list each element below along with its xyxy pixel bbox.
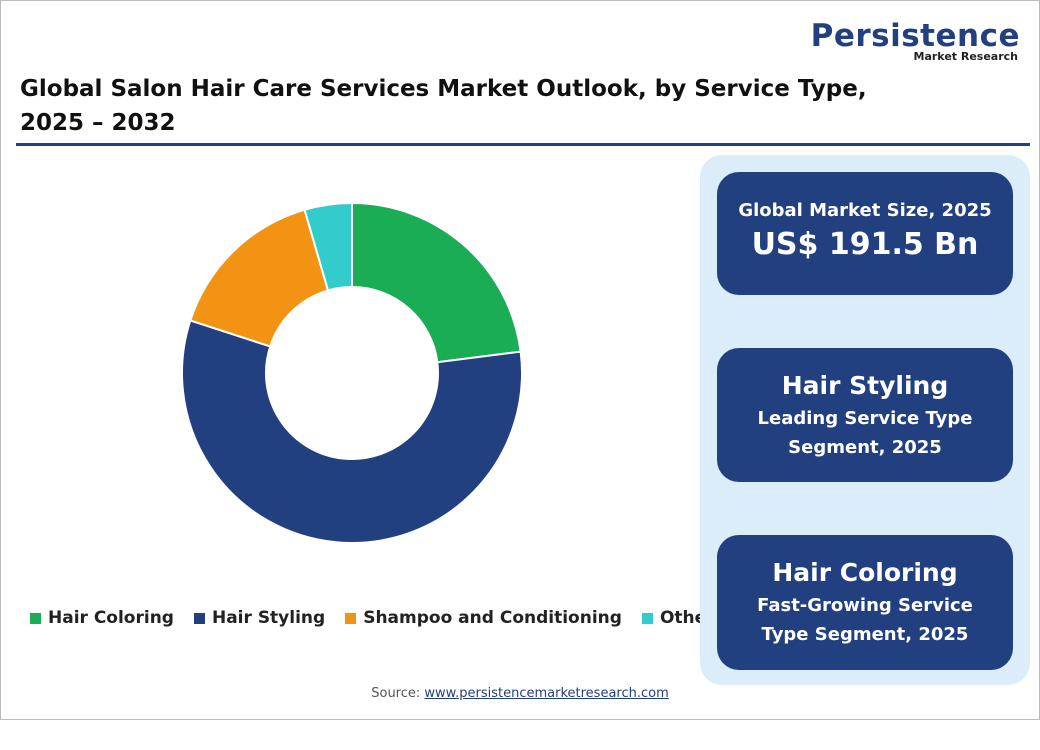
card-text: Segment, 2025 <box>788 437 942 458</box>
source-prefix: Source: <box>371 686 421 701</box>
divider <box>16 143 1030 146</box>
legend: Hair Coloring Hair Styling Shampoo and Con… <box>30 608 725 628</box>
legend-swatch <box>193 612 205 624</box>
card-text: Leading Service Type <box>757 408 973 429</box>
page: {"header": {"title": ["Global Salon Hair… <box>0 0 1040 720</box>
legend-label: Shampoo and Conditioning <box>363 608 622 628</box>
legend-item: Shampoo and Conditioning <box>345 608 622 628</box>
chart <box>181 201 523 544</box>
legend-item: Hair Coloring <box>30 608 174 628</box>
card-label: Hair Coloring <box>772 558 958 587</box>
legend-label: Hair Styling <box>211 608 326 628</box>
legend-swatch <box>641 612 653 624</box>
donut-slice <box>303 201 353 292</box>
source: Source: www.persistencemarketresearch.co… <box>0 686 1040 701</box>
donut-slice <box>351 201 522 364</box>
legend-label: Hair Coloring <box>48 608 174 628</box>
title: Global Salon Hair Care Services Market O… <box>20 76 867 102</box>
logo: Persistence <box>810 18 1020 54</box>
title: 2025 – 2032 <box>20 110 176 136</box>
donut-slice <box>181 319 523 544</box>
legend-item: Hair Styling <box>193 608 326 628</box>
legend-swatch <box>345 612 357 624</box>
card-text: Type Segment, 2025 <box>761 624 969 645</box>
legend-swatch <box>30 612 41 624</box>
card: Hair Styling Leading Service Type Segmen… <box>717 348 1013 482</box>
donut-slice <box>189 208 330 348</box>
source-link[interactable]: www.persistencemarketresearch.com <box>424 686 669 701</box>
card-label: Global Market Size, 2025 <box>738 200 992 221</box>
card: Global Market Size, 2025 US$ 191.5 Bn <box>717 172 1013 295</box>
card-text: Fast-Growing Service <box>757 595 973 616</box>
card-label: Hair Styling <box>781 371 949 400</box>
logo-tagline: Market Research <box>913 50 1019 63</box>
card-value: US$ 191.5 Bn <box>751 227 979 262</box>
card: Hair Coloring Fast-Growing Service Type … <box>717 535 1013 670</box>
